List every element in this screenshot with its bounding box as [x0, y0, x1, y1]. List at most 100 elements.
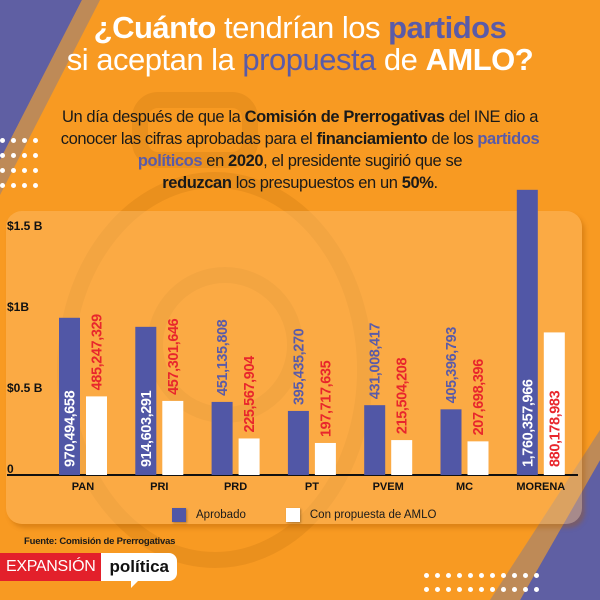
x-tick-label: PRI [150, 481, 168, 493]
decorative-dot [33, 183, 38, 188]
decorative-dot [22, 183, 27, 188]
decorative-dot [435, 587, 440, 592]
decorative-dot [457, 573, 462, 578]
brand-logo: EXPANSIÓN política [0, 553, 177, 588]
decorative-dot [0, 168, 5, 173]
x-tick-label: PT [305, 481, 319, 493]
title-segment: propuesta [242, 42, 376, 77]
intro-text: de los [427, 130, 478, 148]
decorative-dot [512, 587, 517, 592]
decorative-dot [424, 587, 429, 592]
bar-aprobado [440, 409, 462, 475]
decorative-dot [523, 573, 528, 578]
decorative-dot [479, 573, 484, 578]
intro-text: Un día después de que la [61, 108, 245, 126]
decorative-dot [534, 573, 539, 578]
intro-bold-year: 2020 [228, 152, 264, 170]
data-label: 457,301,646 [166, 318, 182, 395]
intro-text: , el presidente sugirió que se [263, 152, 463, 170]
decorative-dot [523, 587, 528, 592]
legend-item-propuesta: Con propuesta de AMLO [285, 508, 437, 522]
decorative-dot [479, 587, 484, 592]
corner-stripe-top-left-tan [0, 0, 100, 195]
bar-aprobado [287, 410, 309, 475]
intro-bold-commission: Comisión de Prerrogativas [244, 108, 445, 126]
intro-text: . [433, 174, 439, 192]
y-tick-label: $0.5 B [7, 381, 43, 395]
data-label: 197,717,635 [318, 360, 334, 437]
intro-highlight-parties: partidos políticos [137, 130, 540, 170]
decorative-dot [11, 153, 16, 158]
title-segment: AMLO? [425, 42, 534, 77]
decorative-dot [435, 573, 440, 578]
data-label: 225,567,904 [242, 356, 258, 433]
decorative-dot [468, 573, 473, 578]
decorative-dot [0, 153, 5, 158]
decorative-dot [512, 573, 517, 578]
data-label: 451,135,808 [215, 319, 231, 396]
corner-stripe-bottom-right-tan [490, 430, 600, 600]
decorative-dot [11, 138, 16, 143]
data-label: 215,504,208 [395, 358, 411, 435]
y-tick-label: $1B [7, 300, 29, 314]
intro-bold-reduce: reduzcan [162, 174, 232, 192]
bar-propuesta [543, 332, 565, 475]
data-label: 207,698,396 [471, 359, 487, 436]
data-label: 405,396,793 [444, 327, 460, 404]
decorative-dot [490, 573, 495, 578]
y-tick-label: $1.5 B [7, 219, 43, 233]
bar-aprobado [135, 326, 157, 475]
data-label: 880,178,983 [547, 390, 563, 467]
legend-label-aprobado: Aprobado [196, 509, 246, 521]
intro-text: los presupuestos en un [231, 174, 402, 192]
data-label: 485,247,329 [90, 314, 106, 391]
data-label: 970,494,658 [63, 390, 79, 467]
brand-expansion: EXPANSIÓN [0, 553, 102, 581]
decorative-dot [468, 587, 473, 592]
bar-aprobado [516, 189, 538, 475]
decorative-dot [33, 138, 38, 143]
legend: Aprobado Con propuesta de AMLO [172, 508, 476, 522]
decorative-dot [22, 153, 27, 158]
decorative-dot [534, 587, 539, 592]
title-line-1: ¿Cuánto tendrían los partidos [0, 12, 600, 44]
bar-aprobado [364, 405, 386, 475]
decorative-dot [457, 587, 462, 592]
bar-propuesta [467, 441, 489, 475]
bar-propuesta [162, 400, 184, 475]
decorative-dot [11, 168, 16, 173]
decorative-dot [446, 587, 451, 592]
title: ¿Cuánto tendrían los partidos si aceptan… [0, 12, 600, 76]
bar-aprobado [211, 401, 233, 475]
bar-propuesta [238, 438, 260, 475]
brand-politica: política [101, 553, 177, 588]
decorative-dot [490, 587, 495, 592]
decorative-dot [22, 168, 27, 173]
title-segment: de [375, 42, 426, 77]
intro-bold-percent: 50% [401, 174, 434, 192]
data-label: 914,603,291 [139, 390, 155, 467]
bar-propuesta [314, 442, 336, 475]
intro-paragraph: Un día después de que la Comisión de Pre… [60, 106, 540, 194]
title-segment: ¿Cuánto [93, 10, 217, 45]
decorative-dot [22, 138, 27, 143]
x-tick-label: PAN [72, 481, 94, 493]
decorative-dot [11, 183, 16, 188]
decorative-dot [33, 153, 38, 158]
intro-text: del INE dio a conocer las cifras aprobad… [60, 108, 539, 148]
intro-bold-financing: financiamiento [316, 130, 428, 148]
decorative-dot [424, 573, 429, 578]
data-label: 395,435,270 [291, 328, 307, 405]
y-tick-label: 0 [7, 462, 14, 476]
legend-label-propuesta: Con propuesta de AMLO [309, 509, 437, 521]
legend-swatch-propuesta [285, 508, 300, 522]
decorative-dot [501, 587, 506, 592]
decorative-dot [0, 138, 5, 143]
bar-aprobado [59, 317, 80, 475]
bar-propuesta [391, 440, 413, 475]
bar-propuesta [86, 396, 107, 475]
decorative-dot [446, 573, 451, 578]
decorative-dot [501, 573, 506, 578]
title-segment: si aceptan la [66, 42, 243, 77]
